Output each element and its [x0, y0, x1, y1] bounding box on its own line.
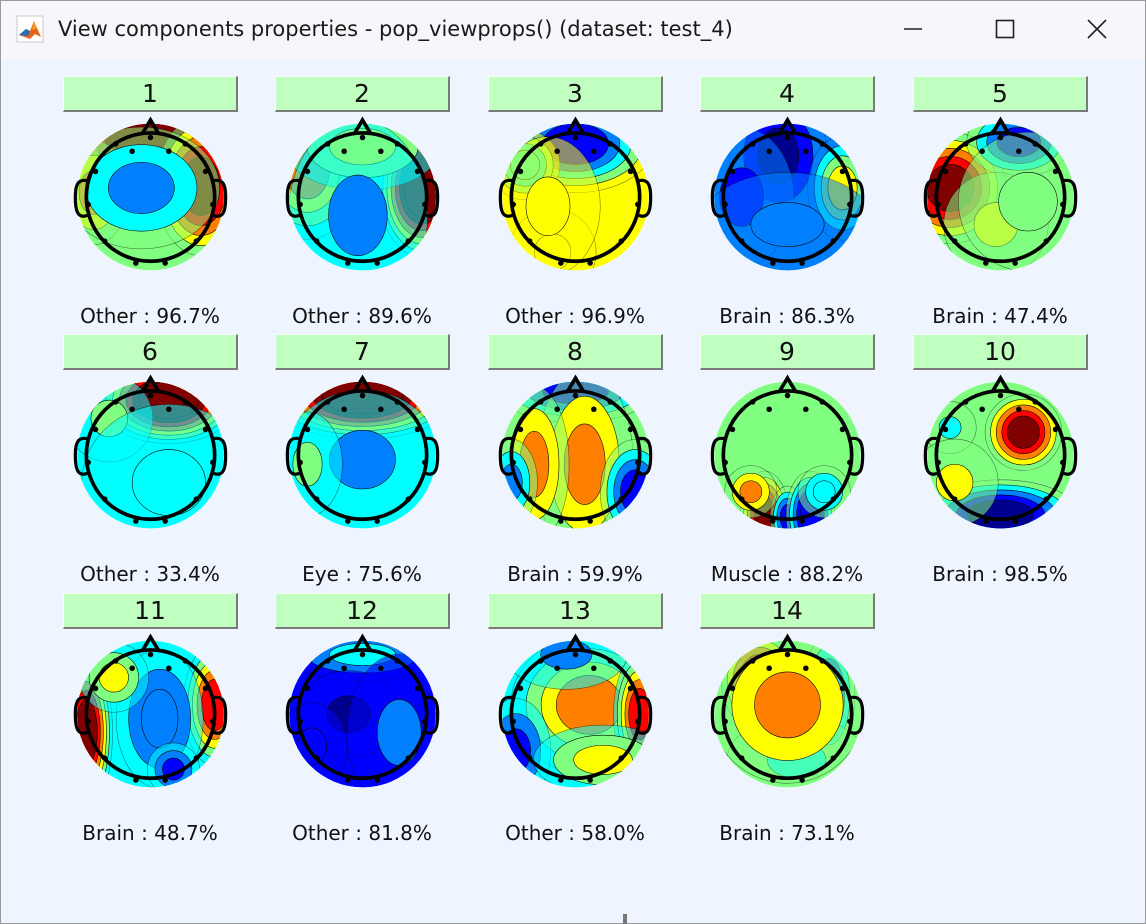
component-button-5[interactable]: 5: [913, 76, 1088, 112]
topoplot-4[interactable]: [705, 110, 870, 275]
component-button-12[interactable]: 12: [275, 593, 450, 629]
component-button-3[interactable]: 3: [488, 76, 663, 112]
topoplot-5[interactable]: [918, 110, 1083, 275]
component-label-14: Brain : 73.1%: [719, 821, 855, 845]
component-button-2[interactable]: 2: [275, 76, 450, 112]
close-icon: [1087, 19, 1107, 39]
component-button-13[interactable]: 13: [488, 593, 663, 629]
component-button-14[interactable]: 14: [700, 593, 875, 629]
minimize-button[interactable]: [867, 1, 959, 57]
matlab-icon: [16, 15, 44, 43]
topoplot-3[interactable]: [493, 110, 658, 275]
topoplot-1[interactable]: [68, 110, 233, 275]
topoplot-13[interactable]: [493, 627, 658, 792]
component-label-11: Brain : 48.7%: [82, 821, 218, 845]
component-button-10[interactable]: 10: [913, 334, 1088, 370]
title-bar: View components properties - pop_viewpro…: [1, 1, 1145, 59]
component-button-7[interactable]: 7: [275, 334, 450, 370]
component-label-2: Other : 89.6%: [292, 304, 432, 328]
component-label-12: Other : 81.8%: [292, 821, 432, 845]
components-grid: 1 Other : 96.7% 2 Other : 89.6% 3 Other : 96.…: [1, 59, 1145, 923]
topoplot-8[interactable]: [493, 368, 658, 533]
resize-marker: [623, 914, 627, 924]
topoplot-12[interactable]: [280, 627, 445, 792]
component-label-10: Brain : 98.5%: [932, 562, 1068, 586]
topoplot-11[interactable]: [68, 627, 233, 792]
component-label-6: Other : 33.4%: [80, 562, 220, 586]
topoplot-14[interactable]: [705, 627, 870, 792]
window-title: View components properties - pop_viewpro…: [58, 17, 733, 41]
topoplot-10[interactable]: [918, 368, 1083, 533]
minimize-icon: [904, 28, 922, 30]
component-label-9: Muscle : 88.2%: [710, 562, 864, 586]
component-label-5: Brain : 47.4%: [932, 304, 1068, 328]
component-button-11[interactable]: 11: [63, 593, 238, 629]
component-button-8[interactable]: 8: [488, 334, 663, 370]
component-label-3: Other : 96.9%: [505, 304, 645, 328]
component-label-4: Brain : 86.3%: [719, 304, 855, 328]
maximize-icon: [995, 19, 1015, 39]
topoplot-2[interactable]: [280, 110, 445, 275]
component-button-1[interactable]: 1: [63, 76, 238, 112]
component-label-7: Eye : 75.6%: [302, 562, 422, 586]
topoplot-9[interactable]: [705, 368, 870, 533]
maximize-button[interactable]: [959, 1, 1051, 57]
component-label-1: Other : 96.7%: [80, 304, 220, 328]
component-button-6[interactable]: 6: [63, 334, 238, 370]
topoplot-6[interactable]: [68, 368, 233, 533]
component-button-4[interactable]: 4: [700, 76, 875, 112]
topoplot-7[interactable]: [280, 368, 445, 533]
component-label-13: Other : 58.0%: [505, 821, 645, 845]
component-label-8: Brain : 59.9%: [507, 562, 643, 586]
component-button-9[interactable]: 9: [700, 334, 875, 370]
close-button[interactable]: [1051, 1, 1143, 57]
